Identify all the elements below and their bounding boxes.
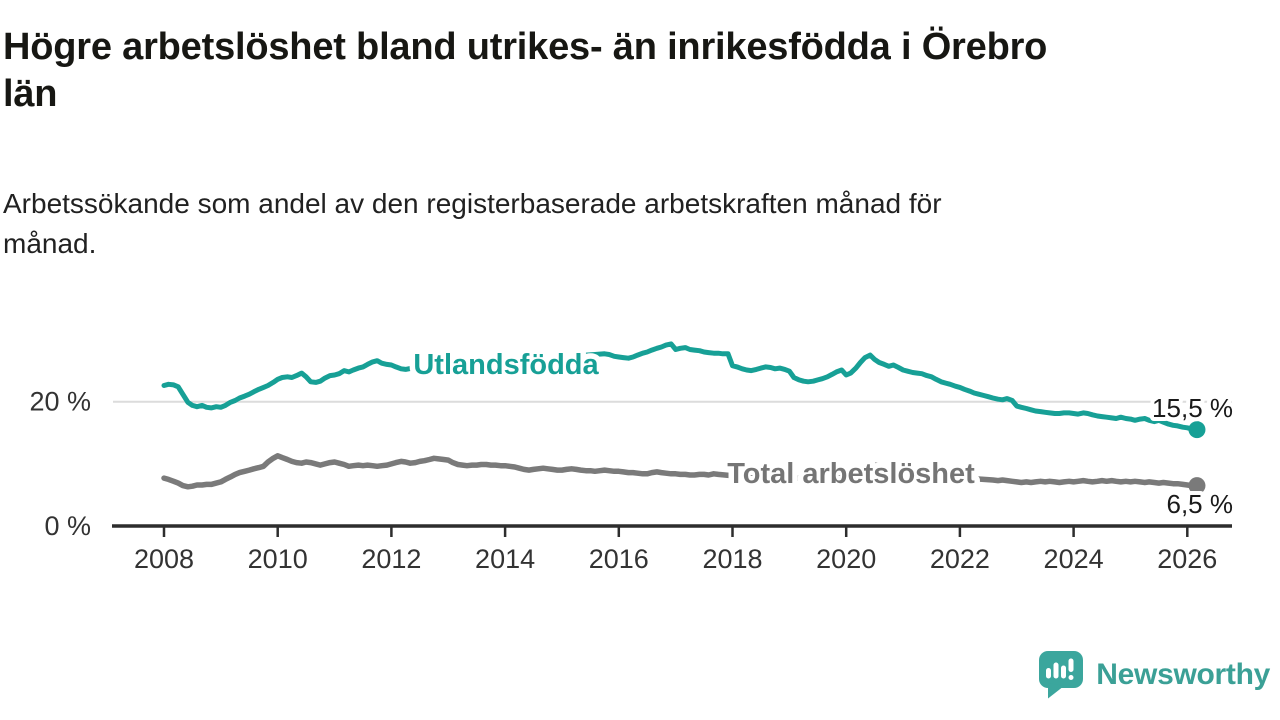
x-tick-label: 2024 bbox=[1044, 544, 1104, 574]
x-tick-label: 2018 bbox=[702, 544, 762, 574]
x-tick-label: 2010 bbox=[248, 544, 308, 574]
x-tick-label: 2014 bbox=[475, 544, 535, 574]
subtitle-line-2: månad. bbox=[3, 228, 97, 259]
title-line-1: Högre arbetslöshet bland utrikes- än inr… bbox=[3, 26, 1048, 68]
x-tick-label: 2026 bbox=[1157, 544, 1217, 574]
series-line-utlandsfodda bbox=[161, 341, 1200, 433]
logo-barchart-glyph bbox=[1046, 658, 1074, 680]
newsworthy-logo-icon bbox=[1039, 651, 1084, 699]
x-tick-label: 2020 bbox=[816, 544, 876, 574]
series-end-dot bbox=[1188, 477, 1206, 495]
newsworthy-wordmark: Newsworthy bbox=[1096, 658, 1270, 691]
series-label-utlandsfodda: Utlandsfödda bbox=[413, 349, 599, 381]
chart-header: Högre arbetslöshet bland utrikes- än inr… bbox=[0, 0, 1280, 264]
chart-subtitle: Arbetssökande som andel av den registerb… bbox=[3, 184, 1260, 264]
page-title: Högre arbetslöshet bland utrikes- än inr… bbox=[3, 24, 1260, 118]
series-label-total: Total arbetslöshet bbox=[727, 458, 975, 490]
series-line-total bbox=[161, 453, 1200, 490]
x-tick-label: 2012 bbox=[361, 544, 421, 574]
x-tick-label: 2008 bbox=[134, 544, 194, 574]
series-end-dot bbox=[1188, 421, 1206, 439]
newsworthy-logo: Newsworthy bbox=[1038, 650, 1270, 700]
y-tick-label: 0 % bbox=[44, 511, 91, 541]
x-tick-label: 2022 bbox=[930, 544, 990, 574]
title-line-2: län bbox=[3, 73, 58, 115]
subtitle-line-1: Arbetssökande som andel av den registerb… bbox=[3, 188, 942, 219]
y-tick-label: 20 % bbox=[29, 387, 91, 417]
x-tick-label: 2016 bbox=[589, 544, 649, 574]
end-value-label: 6,5 % bbox=[1167, 489, 1234, 519]
end-value-label: 15,5 % bbox=[1152, 393, 1233, 423]
